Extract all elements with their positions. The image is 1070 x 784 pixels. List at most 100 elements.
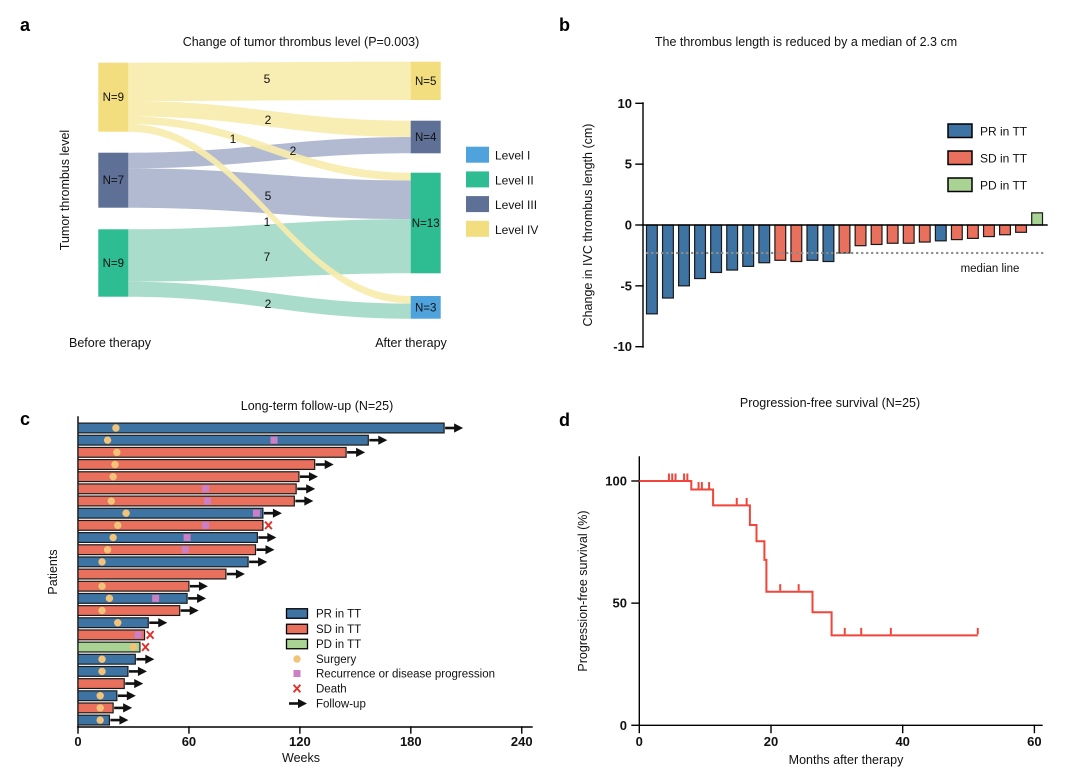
x-tick-label: 60 (182, 734, 196, 749)
y-tick-label: 5 (625, 157, 632, 172)
followup-arrow-head (137, 666, 147, 676)
swimmer-bar (77, 532, 258, 544)
legend-label: Level II (495, 173, 534, 187)
legend-swatch-pd (285, 638, 309, 650)
km-survival-curve (639, 480, 978, 637)
death-x (264, 520, 273, 530)
surgery-dot (113, 448, 121, 457)
waterfall-bar (934, 224, 947, 242)
panel-c-y-axis-label: Patients (46, 549, 60, 594)
legend-label: Death (316, 684, 347, 696)
surgery-dot (129, 643, 138, 651)
sankey-flow-value: 1 (230, 132, 237, 146)
waterfall-bar (742, 224, 755, 267)
panel-d-x-axis-label: Months after therapy (789, 753, 904, 767)
swimmer-bar (77, 434, 369, 446)
surgery-dot (122, 509, 130, 517)
legend-label: Recurrence or disease progression (316, 669, 495, 681)
x-tick-label: 60 (1027, 734, 1041, 749)
median-line-label: median line (961, 263, 1020, 275)
waterfall-bar (886, 224, 899, 244)
swimmer-chart: 0 60 120 180 240 PR in TT SD in TT PD in TT Surg… (74, 416, 533, 749)
followup-arrow-head (235, 569, 245, 579)
x-tick-label: 240 (511, 734, 533, 749)
sankey-flow-value: 7 (264, 250, 271, 264)
legend-label: PR in TT (316, 609, 361, 621)
y-tick-label: 0 (620, 718, 627, 733)
sankey-node-after (410, 296, 441, 319)
followup-arrow-head (126, 691, 136, 701)
followup-arrow-head (119, 715, 129, 725)
surgery-dot (96, 692, 104, 700)
sankey-after-label: After therapy (375, 336, 447, 350)
swimmer-bar (77, 519, 264, 531)
sankey-flow-value: 2 (265, 297, 272, 311)
swimmer-bar (77, 507, 264, 519)
waterfall-bar (774, 224, 787, 261)
legend-label: Surgery (316, 654, 357, 666)
surgery-dot (105, 594, 114, 603)
followup-arrow-head (134, 678, 144, 689)
followup-arrow-head (454, 423, 464, 433)
legend-swatch-level-iii (466, 196, 489, 213)
recurrence-square (152, 594, 160, 602)
followup-arrow-head (378, 435, 388, 445)
sankey-node-after (410, 172, 441, 274)
waterfall-bar (790, 224, 803, 263)
surgery-dot (103, 436, 112, 444)
recurrence-square (181, 546, 189, 554)
sankey-flow-value: 1 (264, 215, 271, 229)
panel-c-x-axis-label: Weeks (282, 751, 320, 765)
panel-b-title: The thrombus length is reduced by a medi… (655, 35, 957, 49)
legend-label: PD in TT (980, 179, 1028, 193)
sankey-node-before (98, 62, 129, 132)
recurrence-square (183, 534, 191, 542)
waterfall-bar (677, 224, 690, 287)
death-x (292, 684, 302, 693)
waterfall-bar (902, 224, 915, 244)
swimmer-bar (77, 629, 146, 641)
death-x (141, 642, 150, 652)
panel-c-title: Long-term follow-up (N=25) (241, 399, 394, 413)
swimmer-bar (77, 471, 300, 483)
followup-arrow-head (158, 618, 168, 628)
surgery-dot (98, 606, 106, 615)
panel-d-y-axis-label: Progression-free survival (%) (576, 510, 590, 671)
legend-label: Level IV (495, 223, 538, 237)
waterfall-bar (870, 224, 883, 246)
surgery-dot (109, 472, 117, 481)
waterfall-bar (854, 224, 867, 247)
surgery-dot (98, 655, 106, 663)
waterfall-bar (838, 224, 851, 254)
legend-swatch-pr (947, 123, 973, 139)
followup-arrow-head (324, 459, 334, 470)
recurrence-square (202, 485, 210, 493)
followup-arrow-head (258, 557, 268, 567)
waterfall-chart: 10 5 0 -5 -10 PR in TT SD in TT PD in TT (613, 96, 1048, 354)
waterfall-bar (982, 224, 995, 238)
swimmer-bar (77, 653, 136, 665)
recurrence-square (134, 631, 142, 639)
followup-arrow-head (306, 484, 316, 494)
death-x (146, 630, 155, 640)
swimmer-bar (77, 568, 227, 580)
waterfall-bar (822, 224, 835, 263)
surgery-dot (107, 497, 115, 505)
legend-recurrence-square (293, 670, 301, 677)
y-tick-label: 50 (613, 596, 627, 611)
sankey-flow (128, 61, 411, 102)
legend-label: PR in TT (980, 125, 1028, 139)
legend-label: SD in TT (316, 624, 361, 636)
waterfall-bar (1031, 212, 1044, 226)
panel-a-y-axis-label: Tumor thrombus level (58, 130, 72, 250)
swimmer-bar (77, 422, 445, 434)
legend-swatch-level-i (466, 146, 489, 163)
surgery-dot (112, 424, 120, 432)
sankey-flow-value: 2 (290, 144, 297, 158)
sankey-node-after (410, 61, 441, 100)
sankey-flow-value: 5 (264, 72, 271, 86)
sankey-node-after (410, 120, 441, 154)
x-tick-label: 20 (764, 734, 778, 749)
swimmer-bar (77, 483, 297, 495)
waterfall-bar (918, 224, 931, 243)
